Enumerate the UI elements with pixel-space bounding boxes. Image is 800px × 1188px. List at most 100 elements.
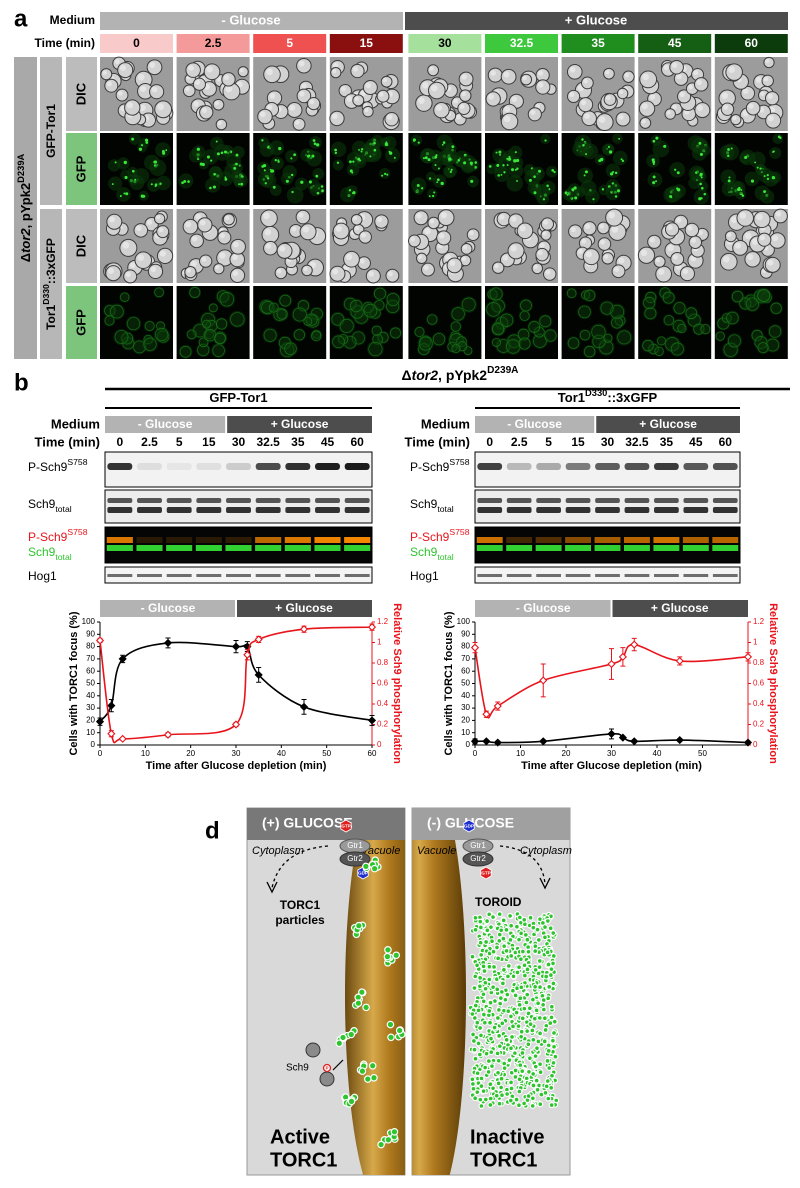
gfp-cell — [186, 329, 197, 340]
dic-cell — [721, 103, 733, 115]
total-band — [713, 507, 738, 513]
text-part: ::3xGFP — [44, 238, 58, 284]
torc1-subunit — [517, 1103, 522, 1108]
text-part: S758 — [67, 457, 87, 467]
torc1-subunit — [369, 1063, 375, 1069]
dic-cell — [447, 258, 462, 273]
dic-highlight — [600, 240, 605, 245]
dic-highlight — [429, 66, 433, 70]
torc1-subunit — [509, 923, 514, 928]
gfp-cell — [129, 133, 141, 145]
dic-highlight — [676, 74, 681, 79]
torc1-subunit — [520, 1016, 525, 1021]
dic-cell — [606, 209, 623, 226]
gfp-focus — [124, 176, 127, 179]
dic-highlight — [462, 257, 466, 261]
torc1-subunit — [517, 1089, 522, 1094]
time-value: 35 — [591, 36, 605, 50]
dic-highlight — [347, 96, 353, 102]
gfp-focus — [534, 191, 537, 194]
loading-band — [167, 574, 192, 577]
dic-cell — [617, 88, 627, 98]
dic-highlight — [152, 87, 158, 93]
y-tick-label: 10 — [461, 728, 470, 737]
dic-cell — [417, 253, 427, 263]
dic-highlight — [538, 82, 544, 88]
gfp-cell — [654, 346, 665, 357]
dic-highlight — [599, 224, 604, 229]
dic-cell — [582, 111, 597, 126]
lane-label: 32.5 — [625, 435, 649, 449]
gfp-focus — [207, 156, 210, 159]
gfp-cell — [263, 328, 278, 343]
toroid-subunit — [485, 1035, 495, 1045]
dic-highlight — [723, 105, 728, 110]
dic-highlight — [767, 260, 773, 266]
gfp-focus — [421, 187, 423, 189]
dic-highlight — [697, 105, 703, 111]
label-text: Sch9total — [410, 545, 454, 562]
dic-highlight — [578, 249, 583, 254]
dic-cell — [223, 214, 234, 225]
gtr1-label: Gtr1 — [347, 841, 363, 850]
dic-highlight — [441, 212, 447, 218]
dic-highlight — [676, 217, 681, 222]
dic-highlight — [195, 80, 200, 85]
gfp-cell — [113, 329, 129, 345]
torc1-subunit — [475, 1090, 480, 1095]
text-part: P-Sch9 — [410, 460, 450, 474]
dic-cell — [353, 95, 364, 106]
y-tick-label: 80 — [461, 642, 470, 651]
label-text: GFP-Tor1 — [44, 104, 58, 158]
dic-cell — [214, 264, 224, 274]
x-tick-label: 60 — [368, 749, 377, 758]
gfp-focus — [358, 149, 360, 151]
torc1-subunit — [537, 965, 542, 970]
gfp-focus — [663, 146, 665, 148]
gfp-focus — [385, 143, 388, 146]
gfp-focus — [221, 152, 224, 155]
gfp-cell — [144, 320, 155, 331]
dic-cell — [101, 69, 112, 80]
torc1-subunit — [533, 949, 538, 954]
gfp-focus — [513, 159, 516, 162]
gfp-focus — [261, 139, 263, 141]
dic-highlight — [776, 211, 782, 217]
dic-highlight — [488, 94, 494, 100]
dic-highlight — [436, 105, 442, 111]
dic-highlight — [728, 66, 735, 73]
gfp-focus — [516, 159, 519, 162]
torc1-subunit — [509, 1080, 514, 1085]
total-band — [196, 507, 221, 513]
dic-cell — [264, 241, 278, 255]
torc1-subunit — [492, 965, 497, 970]
torc1-subunit — [508, 1098, 513, 1103]
gfp-focus — [470, 162, 473, 165]
y-tick-label: 90 — [86, 629, 95, 638]
dic-cell — [190, 234, 204, 248]
x-tick-label: 10 — [141, 749, 150, 758]
gfp-focus — [695, 172, 697, 174]
gfp-micrograph — [485, 133, 558, 205]
dic-highlight — [664, 65, 669, 70]
gfp-cell — [582, 143, 598, 159]
dic-cell — [648, 235, 661, 248]
gfp-focus — [451, 145, 454, 148]
gfp-focus — [125, 192, 128, 195]
y2-tick-label: 0.4 — [377, 699, 389, 708]
dic-highlight — [642, 119, 646, 123]
text-part: D330 — [585, 388, 607, 398]
dic-highlight — [511, 96, 517, 102]
y-tick-label: 60 — [461, 666, 470, 675]
loading-band — [345, 574, 370, 577]
total-band — [226, 498, 251, 503]
gfp-cell — [365, 146, 382, 163]
torc1-subunit — [482, 1020, 487, 1025]
torc1-subunit — [482, 969, 487, 974]
phospho-band — [345, 463, 370, 470]
torc1-subunit — [484, 1051, 489, 1056]
torc1-subunit — [508, 937, 513, 942]
torc1-subunit — [535, 1046, 540, 1051]
dic-cell — [754, 211, 770, 227]
dic-micrograph — [562, 209, 635, 283]
